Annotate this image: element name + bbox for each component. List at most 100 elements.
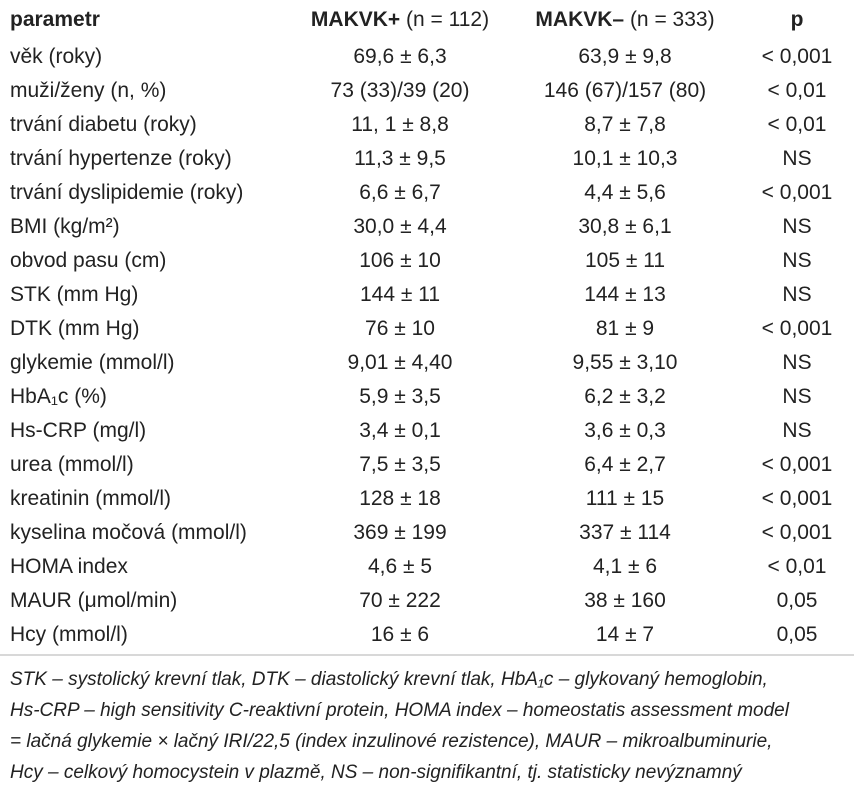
- table-row: muži/ženy (n, %) 73 (33)/39 (20) 146 (67)/…: [0, 74, 854, 108]
- row-p-value: 0,05: [776, 623, 818, 646]
- row-p-value: NS: [782, 385, 812, 408]
- row-param: kreatinin (mmol/l): [10, 487, 172, 510]
- table-row: DTK (mm Hg) 76 ± 10 81 ± 9 < 0,001: [0, 312, 854, 346]
- row-makvk-minus: 105 ± 11: [584, 249, 666, 272]
- header-p: p: [790, 8, 804, 31]
- row-makvk-minus: 8,7 ± 7,8: [584, 113, 666, 136]
- row-param: HbA₁c (%): [10, 385, 107, 408]
- row-p-value: NS: [782, 215, 812, 238]
- table-row: trvání dyslipidemie (roky) 6,6 ± 6,7 4,4 ±…: [0, 176, 854, 210]
- row-p-value: NS: [782, 419, 812, 442]
- row-makvk-minus: 337 ± 114: [579, 521, 671, 544]
- table-row: Hs-CRP (mg/l) 3,4 ± 0,1 3,6 ± 0,3 NS: [0, 414, 854, 448]
- row-makvk-minus: 9,55 ± 3,10: [572, 351, 678, 374]
- row-param: trvání hypertenze (roky): [10, 147, 232, 170]
- footnote-line-4: Hcy – celkový homocystein v plazmě, NS –…: [10, 762, 742, 783]
- header-group1-name: MAKVK+: [310, 8, 401, 31]
- row-makvk-minus: 6,2 ± 3,2: [584, 385, 666, 408]
- row-makvk-plus: 5,9 ± 3,5: [359, 385, 441, 408]
- table-row: obvod pasu (cm) 106 ± 10 105 ± 11 NS: [0, 244, 854, 278]
- row-p-value: < 0,001: [761, 45, 833, 68]
- row-makvk-minus: 111 ± 15: [585, 487, 665, 510]
- header-group2-n: (n = 333): [629, 8, 715, 31]
- footnote-line-1: STK – systolický krevní tlak, DTK – dias…: [10, 669, 768, 690]
- footnote-line-3: = lačná glykemie × lačný IRI/22,5 (index…: [10, 731, 773, 752]
- row-makvk-plus: 11,3 ± 9,5: [354, 147, 446, 170]
- footnote: STK – systolický krevní tlak, DTK – dias…: [10, 664, 846, 788]
- row-makvk-plus: 3,4 ± 0,1: [359, 419, 441, 442]
- header-row: parametr MAKVK+ (n = 112) MAKVK– (n = 33…: [0, 0, 854, 40]
- row-param: BMI (kg/m²): [10, 215, 120, 238]
- header-param: parametr: [10, 8, 100, 31]
- row-param: MAUR (μmol/min): [10, 589, 178, 612]
- table-row: trvání hypertenze (roky) 11,3 ± 9,5 10,1 ±…: [0, 142, 854, 176]
- table-body: věk (roky) 69,6 ± 6,3 63,9 ± 9,8 < 0,001 muž…: [0, 40, 854, 652]
- row-makvk-plus: 76 ± 10: [365, 317, 435, 340]
- row-makvk-minus: 81 ± 9: [595, 317, 655, 340]
- row-makvk-minus: 10,1 ± 10,3: [572, 147, 678, 170]
- row-param: STK (mm Hg): [10, 283, 139, 306]
- table-row: trvání diabetu (roky) 11, 1 ± 8,8 8,7 ± 7,…: [0, 108, 854, 142]
- table-row: glykemie (mmol/l) 9,01 ± 4,40 9,55 ± 3,10 N…: [0, 346, 854, 380]
- row-makvk-minus: 3,6 ± 0,3: [584, 419, 666, 442]
- row-param: muži/ženy (n, %): [10, 79, 167, 102]
- header-group2: MAKVK– (n = 333): [510, 0, 740, 40]
- table-row: MAUR (μmol/min) 70 ± 222 38 ± 160 0,05: [0, 584, 854, 618]
- row-p-value: < 0,001: [761, 521, 833, 544]
- row-makvk-plus: 69,6 ± 6,3: [353, 45, 447, 68]
- table-row: kyselina močová (mmol/l) 369 ± 199 337 ± 1…: [0, 516, 854, 550]
- row-makvk-plus: 9,01 ± 4,40: [347, 351, 453, 374]
- row-makvk-plus: 369 ± 199: [353, 521, 447, 544]
- row-makvk-plus: 30,0 ± 4,4: [353, 215, 447, 238]
- row-param: glykemie (mmol/l): [10, 351, 175, 374]
- row-param: Hcy (mmol/l): [10, 623, 128, 646]
- footnote-divider: [0, 654, 854, 656]
- row-makvk-minus: 4,1 ± 6: [592, 555, 658, 578]
- row-makvk-plus: 11, 1 ± 8,8: [351, 113, 449, 136]
- row-p-value: < 0,001: [761, 453, 833, 476]
- row-makvk-minus: 14 ± 7: [595, 623, 655, 646]
- row-p-value: NS: [782, 249, 812, 272]
- row-makvk-plus: 70 ± 222: [359, 589, 441, 612]
- table-row: kreatinin (mmol/l) 128 ± 18 111 ± 15 < 0,00…: [0, 482, 854, 516]
- row-param: DTK (mm Hg): [10, 317, 140, 340]
- header-group1: MAKVK+ (n = 112): [290, 0, 510, 40]
- row-p-value: 0,05: [776, 589, 818, 612]
- row-p-value: NS: [782, 147, 812, 170]
- row-param: kyselina močová (mmol/l): [10, 521, 247, 544]
- footnote-line-2: Hs-CRP – high sensitivity C-reaktivní pr…: [10, 700, 789, 721]
- row-param: obvod pasu (cm): [10, 249, 167, 272]
- row-makvk-minus: 4,4 ± 5,6: [584, 181, 666, 204]
- row-param: urea (mmol/l): [10, 453, 134, 476]
- row-param: trvání dyslipidemie (roky): [10, 181, 244, 204]
- row-makvk-plus: 106 ± 10: [359, 249, 441, 272]
- table-header: parametr MAKVK+ (n = 112) MAKVK– (n = 33…: [0, 0, 854, 40]
- row-makvk-plus: 16 ± 6: [370, 623, 430, 646]
- row-param: věk (roky): [10, 45, 103, 68]
- row-makvk-plus: 7,5 ± 3,5: [359, 453, 441, 476]
- table-row: BMI (kg/m²) 30,0 ± 4,4 30,8 ± 6,1 NS: [0, 210, 854, 244]
- row-param: trvání diabetu (roky): [10, 113, 197, 136]
- table-row: věk (roky) 69,6 ± 6,3 63,9 ± 9,8 < 0,001: [0, 40, 854, 74]
- row-p-value: NS: [782, 351, 812, 374]
- row-makvk-plus: 4,6 ± 5: [367, 555, 433, 578]
- row-p-value: < 0,001: [761, 181, 833, 204]
- row-makvk-minus: 146 (67)/157 (80): [543, 79, 707, 102]
- row-p-value: < 0,001: [761, 487, 833, 510]
- row-p-value: < 0,001: [761, 317, 833, 340]
- row-makvk-plus: 128 ± 18: [359, 487, 441, 510]
- row-param: Hs-CRP (mg/l): [10, 419, 147, 442]
- row-makvk-plus: 6,6 ± 6,7: [359, 181, 441, 204]
- table-row: urea (mmol/l) 7,5 ± 3,5 6,4 ± 2,7 < 0,001: [0, 448, 854, 482]
- table-row: STK (mm Hg) 144 ± 11 144 ± 13 NS: [0, 278, 854, 312]
- row-p-value: < 0,01: [767, 555, 827, 578]
- table-row: HOMA index 4,6 ± 5 4,1 ± 6 < 0,01: [0, 550, 854, 584]
- row-param: HOMA index: [10, 555, 128, 578]
- row-makvk-plus: 73 (33)/39 (20): [330, 79, 470, 102]
- row-makvk-minus: 6,4 ± 2,7: [584, 453, 666, 476]
- header-group1-n: (n = 112): [406, 8, 490, 31]
- row-makvk-plus: 144 ± 11: [359, 283, 441, 306]
- table-row: HbA₁c (%) 5,9 ± 3,5 6,2 ± 3,2 NS: [0, 380, 854, 414]
- table-row: Hcy (mmol/l) 16 ± 6 14 ± 7 0,05: [0, 618, 854, 652]
